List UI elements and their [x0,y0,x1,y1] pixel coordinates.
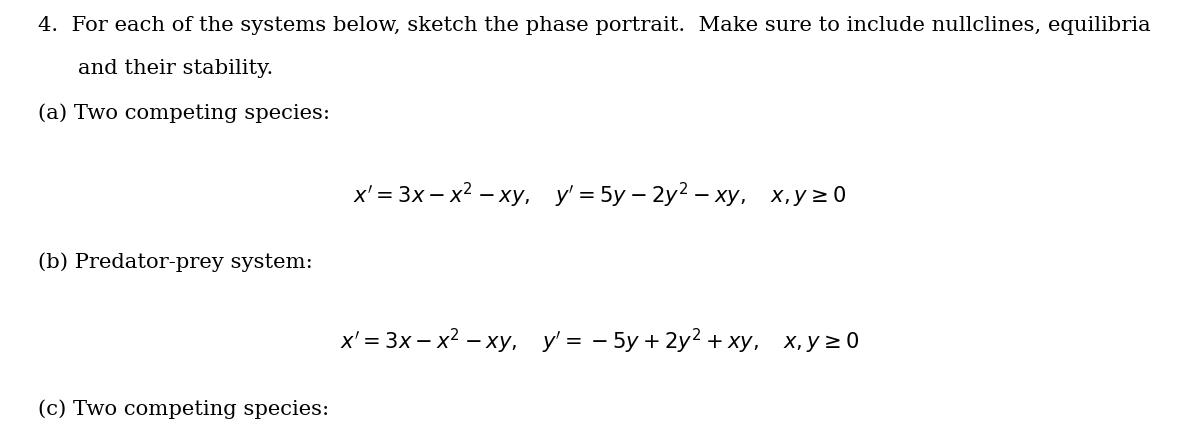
Text: (c) Two competing species:: (c) Two competing species: [38,399,330,419]
Text: $x' = 3x - x^2 - xy, \quad y' = -5y + 2y^2 + xy, \quad x, y \geq 0$: $x' = 3x - x^2 - xy, \quad y' = -5y + 2y… [341,326,859,355]
Text: and their stability.: and their stability. [78,59,274,78]
Text: $x' = 3x - x^2 - xy, \quad y' = 5y - 2y^2 - xy, \quad x, y \geq 0$: $x' = 3x - x^2 - xy, \quad y' = 5y - 2y^… [353,181,847,210]
Text: (a) Two competing species:: (a) Two competing species: [38,103,330,123]
Text: (b) Predator-prey system:: (b) Predator-prey system: [38,252,313,272]
Text: 4.  For each of the systems below, sketch the phase portrait.  Make sure to incl: 4. For each of the systems below, sketch… [38,16,1151,35]
